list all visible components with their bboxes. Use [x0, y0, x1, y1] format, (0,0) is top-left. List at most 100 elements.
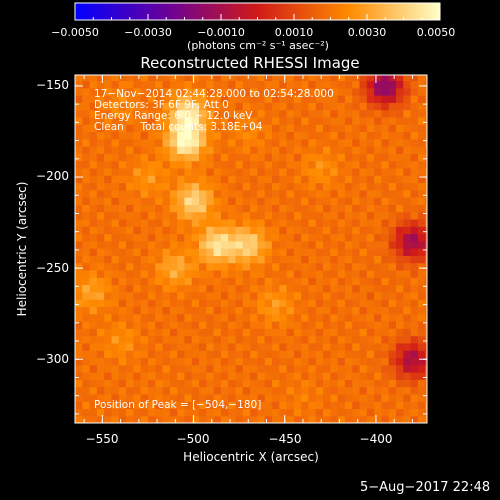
heatmap-cell: [75, 364, 83, 373]
heatmap-cell: [279, 182, 288, 191]
heatmap-cell: [228, 401, 237, 410]
heatmap-cell: [344, 95, 353, 103]
heatmap-cell: [104, 211, 113, 220]
heatmap-cell: [82, 80, 91, 89]
heatmap-cell: [155, 328, 164, 337]
heatmap-cell: [315, 320, 324, 329]
heatmap-cell: [228, 204, 237, 213]
heatmap-cell: [417, 350, 426, 359]
heatmap-cell: [271, 124, 280, 133]
heatmap-cell: [147, 109, 156, 118]
heatmap-cell: [82, 335, 91, 344]
heatmap-cell: [395, 95, 404, 103]
heatmap-cell: [403, 109, 412, 118]
heatmap-cell: [213, 262, 222, 271]
heatmap-cell: [315, 335, 324, 344]
heatmap-cell: [388, 342, 397, 351]
heatmap-cell: [403, 95, 412, 103]
chart-title: Reconstructed RHESSI Image: [140, 54, 359, 72]
heatmap-cell: [293, 204, 302, 213]
heatmap-cell: [395, 218, 404, 227]
heatmap-cell: [155, 255, 164, 264]
heatmap-cell: [118, 299, 127, 307]
heatmap-cell: [257, 284, 266, 293]
heatmap-cell: [177, 146, 186, 154]
heatmap-cell: [242, 226, 251, 235]
heatmap-cell: [279, 408, 288, 417]
heatmap-cell: [286, 102, 295, 111]
heatmap-cell: [323, 262, 331, 271]
heatmap-cell: [147, 189, 156, 198]
heatmap-cell: [191, 116, 200, 125]
heatmap-cell: [82, 87, 91, 96]
heatmap-cell: [308, 357, 317, 366]
heatmap-cell: [279, 226, 288, 235]
heatmap-cell: [330, 226, 339, 235]
heatmap-cell: [220, 233, 229, 242]
heatmap-cell: [242, 153, 251, 162]
heatmap-cell: [374, 415, 383, 423]
heatmap-cell: [388, 211, 397, 220]
heatmap-cell: [388, 160, 397, 169]
heatmap-cell: [162, 386, 171, 395]
heatmap-cell: [140, 408, 149, 417]
heatmap-cell: [403, 197, 412, 205]
heatmap-cell: [126, 131, 134, 140]
heatmap-cell: [155, 306, 164, 315]
heatmap-cell: [366, 102, 375, 111]
heatmap-cell: [206, 131, 215, 140]
heatmap-cell: [206, 189, 215, 198]
heatmap-cell: [410, 277, 419, 286]
heatmap-cell: [257, 401, 266, 410]
heatmap-cell: [111, 408, 120, 417]
heatmap-cell: [403, 328, 412, 337]
heatmap-cell: [140, 350, 149, 359]
heatmap-cell: [228, 138, 237, 147]
heatmap-cell: [366, 379, 375, 388]
heatmap-cell: [410, 269, 419, 278]
heatmap-cell: [126, 95, 134, 103]
heatmap-cell: [425, 131, 427, 140]
heatmap-cell: [359, 167, 368, 176]
heatmap-cell: [75, 393, 83, 402]
heatmap-cell: [250, 262, 258, 271]
heatmap-cell: [199, 277, 207, 286]
heatmap-cell: [126, 328, 134, 337]
heatmap-cell: [308, 313, 317, 322]
heatmap-cell: [257, 342, 266, 351]
heatmap-cell: [118, 393, 127, 402]
heatmap-cell: [388, 393, 397, 402]
heatmap-cell: [352, 226, 361, 235]
heatmap-cell: [417, 328, 426, 337]
heatmap-cell: [257, 364, 266, 373]
heatmap-cell: [235, 408, 244, 417]
heatmap-cell: [177, 291, 186, 300]
heatmap-cell: [315, 364, 324, 373]
heatmap-cell: [388, 75, 397, 82]
heatmap-cell: [301, 233, 310, 242]
heatmap-cell: [271, 350, 280, 359]
heatmap-cell: [104, 277, 113, 286]
heatmap-cell: [395, 75, 404, 82]
heatmap-cell: [228, 87, 237, 96]
heatmap-cell: [104, 371, 113, 380]
heatmap-cell: [89, 393, 98, 402]
heatmap-cell: [293, 415, 302, 423]
heatmap-cell: [242, 233, 251, 242]
heatmap-cell: [111, 386, 120, 395]
heatmap-cell: [425, 248, 427, 256]
heatmap-cell: [140, 189, 149, 198]
heatmap-cell: [417, 87, 426, 96]
heatmap-cell: [410, 226, 419, 235]
heatmap-cell: [104, 328, 113, 337]
heatmap-cell: [279, 379, 288, 388]
heatmap-cell: [344, 75, 353, 82]
heatmap-cell: [374, 379, 383, 388]
heatmap-cell: [140, 218, 149, 227]
heatmap-cell: [118, 182, 127, 191]
heatmap-cell: [388, 248, 397, 256]
heatmap-cell: [75, 320, 83, 329]
heatmap-cell: [403, 350, 412, 359]
heatmap-cell: [301, 124, 310, 133]
heatmap-cell: [330, 197, 339, 205]
